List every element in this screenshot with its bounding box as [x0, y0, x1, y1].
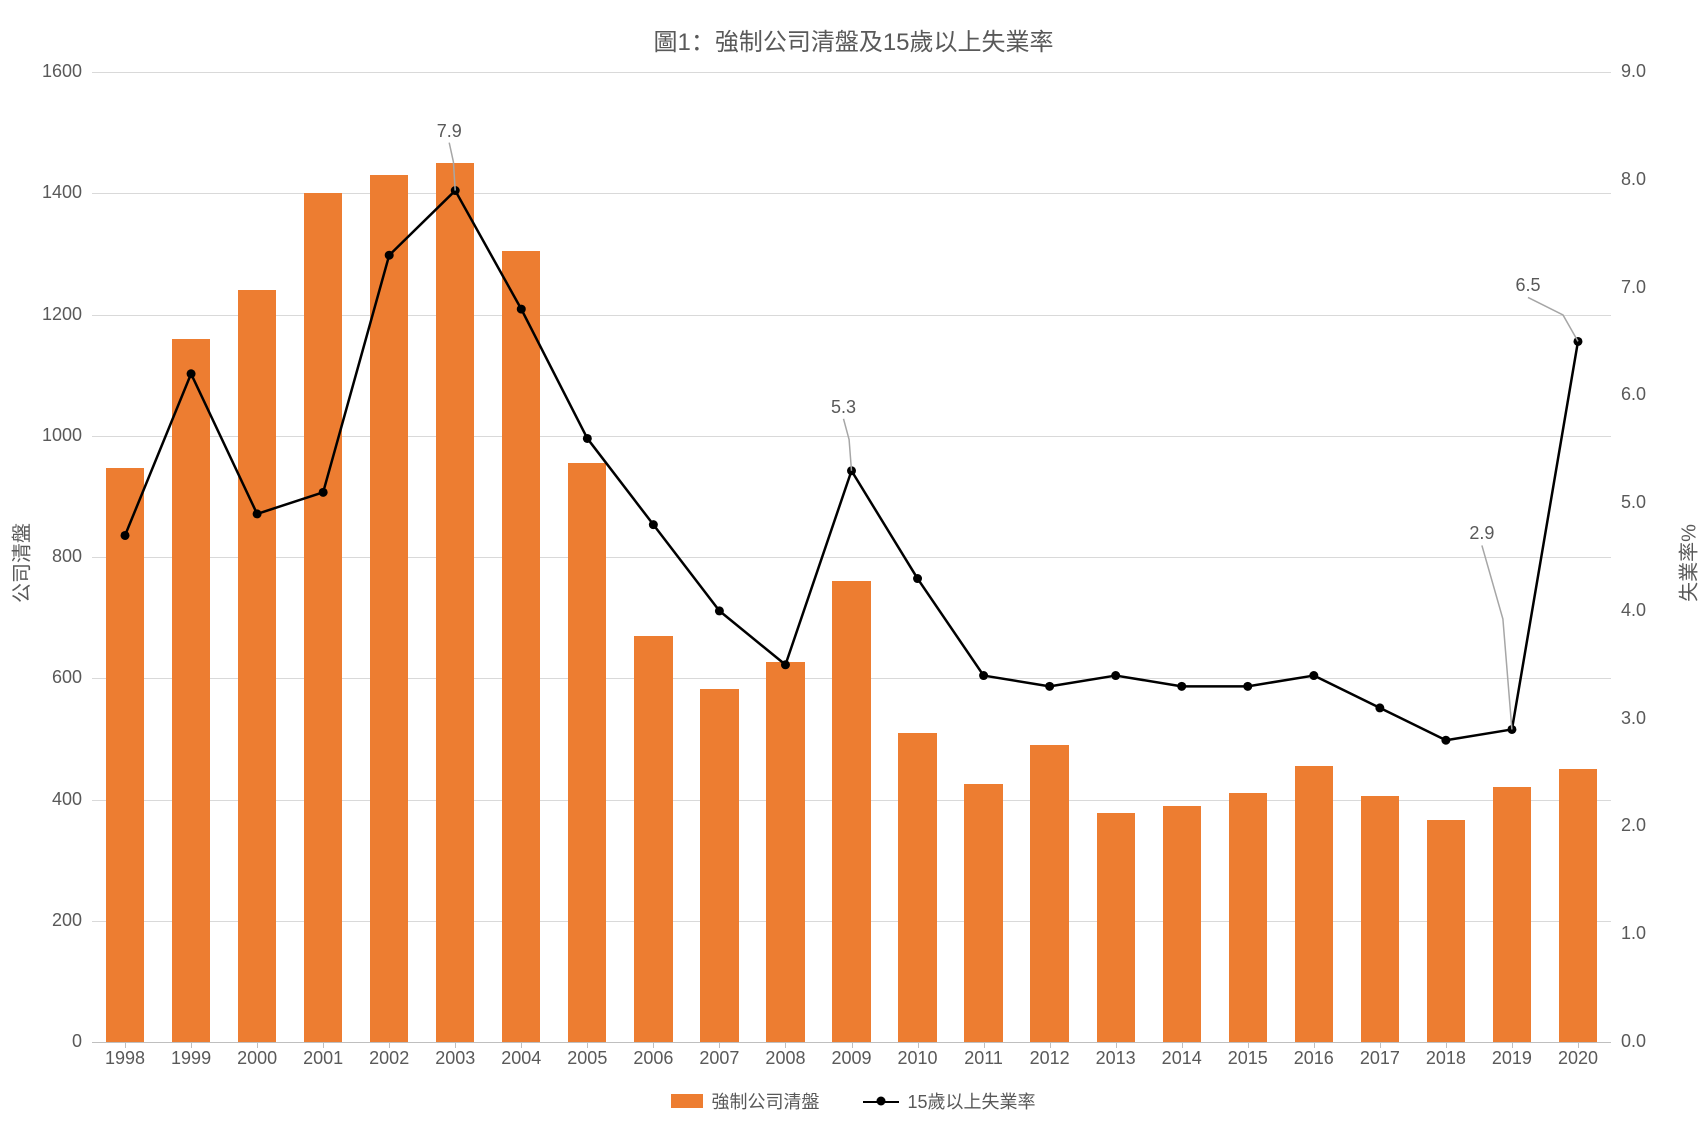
- y-left-axis-title: 公司清盤: [6, 523, 35, 603]
- callout-leader: [1482, 545, 1512, 729]
- bar: [502, 251, 540, 1042]
- callout-label: 6.5: [1515, 275, 1540, 296]
- bar: [304, 193, 342, 1042]
- x-tick-label: 2017: [1360, 1042, 1400, 1069]
- legend-swatch-line: [863, 1094, 899, 1108]
- legend: 強制公司清盤 15歲以上失業率: [0, 1088, 1707, 1114]
- x-tick-label: 2002: [369, 1042, 409, 1069]
- y-right-tick-label: 2.0: [1621, 815, 1646, 836]
- y-right-tick-label: 3.0: [1621, 708, 1646, 729]
- line-marker: [1045, 682, 1054, 691]
- x-tick-label: 2003: [435, 1042, 475, 1069]
- legend-item: 15歲以上失業率: [863, 1088, 1035, 1114]
- bar: [1229, 793, 1267, 1042]
- legend-label: 15歲以上失業率: [907, 1088, 1035, 1114]
- x-tick-label: 2010: [898, 1042, 938, 1069]
- y-right-tick-label: 5.0: [1621, 492, 1646, 513]
- y-left-tick-label: 1200: [42, 304, 82, 325]
- x-tick-label: 1999: [171, 1042, 211, 1069]
- y-left-tick-label: 1400: [42, 182, 82, 203]
- line-marker: [1243, 682, 1252, 691]
- bar: [634, 636, 672, 1042]
- y-left-tick-label: 800: [52, 546, 82, 567]
- bar: [964, 784, 1002, 1042]
- x-tick-label: 2009: [831, 1042, 871, 1069]
- bar: [1030, 745, 1068, 1042]
- x-tick-label: 2006: [633, 1042, 673, 1069]
- x-tick-label: 2019: [1492, 1042, 1532, 1069]
- callout-label: 5.3: [831, 397, 856, 418]
- x-tick-label: 2004: [501, 1042, 541, 1069]
- bar: [1295, 766, 1333, 1042]
- x-tick-label: 2007: [699, 1042, 739, 1069]
- x-tick-label: 2000: [237, 1042, 277, 1069]
- y-left-tick-label: 1600: [42, 61, 82, 82]
- callout-leader: [844, 419, 852, 471]
- line-marker: [1375, 703, 1384, 712]
- x-tick-label: 2008: [765, 1042, 805, 1069]
- legend-label: 強制公司清盤: [711, 1088, 819, 1114]
- bar: [436, 163, 474, 1042]
- y-right-tick-label: 9.0: [1621, 61, 1646, 82]
- bar: [172, 339, 210, 1042]
- y-left-tick-label: 600: [52, 667, 82, 688]
- y-right-tick-label: 0.0: [1621, 1031, 1646, 1052]
- y-left-tick-label: 400: [52, 789, 82, 810]
- bar: [106, 468, 144, 1042]
- y-left-tick-label: 200: [52, 910, 82, 931]
- bar: [1493, 787, 1531, 1042]
- line-marker: [1507, 725, 1516, 734]
- line-marker: [649, 520, 658, 529]
- y-right-tick-label: 8.0: [1621, 169, 1646, 190]
- bar: [238, 290, 276, 1042]
- line-marker: [913, 574, 922, 583]
- x-tick-label: 2014: [1162, 1042, 1202, 1069]
- line-marker: [847, 466, 856, 475]
- line-marker: [1177, 682, 1186, 691]
- bar: [1361, 796, 1399, 1042]
- bar: [832, 581, 870, 1042]
- y-right-tick-label: 7.0: [1621, 277, 1646, 298]
- y-right-tick-label: 4.0: [1621, 600, 1646, 621]
- callout-label: 7.9: [437, 121, 462, 142]
- x-tick-label: 2018: [1426, 1042, 1466, 1069]
- line-marker: [715, 606, 724, 615]
- bar: [1559, 769, 1597, 1042]
- chart-container: 圖1：強制公司清盤及15歲以上失業率 公司清盤 失業率% 02004006008…: [0, 0, 1707, 1126]
- bar: [1163, 806, 1201, 1042]
- x-tick-label: 1998: [105, 1042, 145, 1069]
- y-right-tick-label: 6.0: [1621, 384, 1646, 405]
- bar: [700, 689, 738, 1042]
- grid-line: [92, 72, 1611, 73]
- x-tick-label: 2020: [1558, 1042, 1598, 1069]
- y-left-tick-label: 0: [72, 1031, 82, 1052]
- chart-title: 圖1：強制公司清盤及15歲以上失業率: [0, 22, 1707, 57]
- x-tick-label: 2005: [567, 1042, 607, 1069]
- callout-leader: [1528, 297, 1578, 341]
- y-right-axis-title: 失業率%: [1673, 524, 1702, 602]
- plot-area: 020040060080010001200140016000.01.02.03.…: [92, 72, 1611, 1043]
- bar: [1427, 820, 1465, 1042]
- bar: [898, 733, 936, 1042]
- x-tick-label: 2012: [1030, 1042, 1070, 1069]
- y-left-tick-label: 1000: [42, 425, 82, 446]
- bar: [568, 463, 606, 1042]
- x-tick-label: 2015: [1228, 1042, 1268, 1069]
- legend-swatch-bar: [671, 1094, 703, 1108]
- bar: [370, 175, 408, 1042]
- bar: [1097, 813, 1135, 1042]
- legend-item: 強制公司清盤: [671, 1088, 819, 1114]
- bar: [766, 662, 804, 1042]
- callout-label: 2.9: [1469, 523, 1494, 544]
- x-tick-label: 2011: [964, 1042, 1003, 1069]
- x-tick-label: 2016: [1294, 1042, 1334, 1069]
- x-tick-label: 2001: [303, 1042, 343, 1069]
- y-right-tick-label: 1.0: [1621, 923, 1646, 944]
- line-marker: [1573, 337, 1582, 346]
- x-tick-label: 2013: [1096, 1042, 1136, 1069]
- line-marker: [1441, 736, 1450, 745]
